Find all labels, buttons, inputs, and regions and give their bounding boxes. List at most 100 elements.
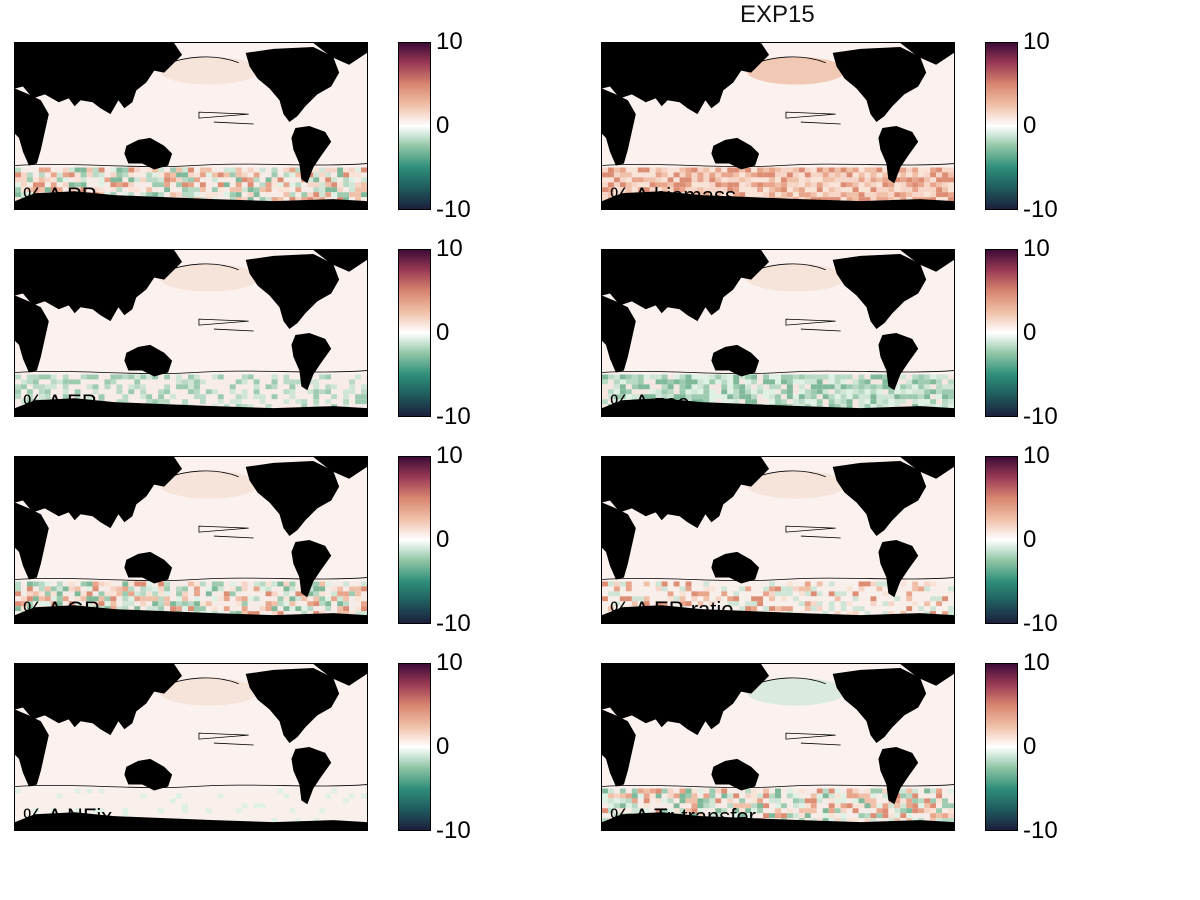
southern-ocean-cell: [38, 586, 45, 592]
panel-label: % Δ GR: [23, 597, 101, 622]
land-mass: [602, 295, 636, 373]
southern-ocean-cell: [804, 788, 811, 794]
southern-ocean-cell: [834, 793, 841, 799]
southern-ocean-cell: [223, 374, 230, 380]
southern-ocean-cell: [199, 788, 206, 794]
southern-ocean-cell: [188, 182, 194, 188]
southern-ocean-cell: [146, 374, 153, 380]
southern-ocean-cell: [313, 591, 320, 597]
southern-ocean-cell: [199, 192, 206, 198]
southern-ocean-cell: [15, 172, 21, 178]
southern-ocean-cell: [68, 788, 75, 794]
southern-ocean-cell: [235, 818, 242, 824]
southern-ocean-cell: [277, 798, 284, 804]
land-mass: [245, 46, 340, 123]
southern-ocean-cell: [661, 591, 668, 597]
southern-ocean-cell: [751, 803, 758, 809]
southern-ocean-cell: [104, 793, 111, 799]
southern-ocean-cell: [188, 192, 194, 198]
contour-line: [785, 318, 841, 332]
southern-ocean-cell: [798, 374, 805, 380]
southern-ocean-cell: [751, 399, 758, 405]
southern-ocean-cell: [44, 586, 51, 592]
southern-ocean-cell: [98, 177, 105, 183]
southern-ocean-cell: [757, 601, 764, 607]
southern-ocean-cell: [74, 182, 81, 188]
southern-ocean-cell: [337, 813, 344, 819]
southern-ocean-cell: [810, 167, 817, 173]
southern-ocean-cell: [733, 788, 740, 794]
southern-ocean-cell: [134, 798, 141, 804]
southern-ocean-cell: [852, 394, 859, 400]
southern-ocean-cell: [152, 808, 159, 814]
southern-ocean-cell: [26, 399, 33, 405]
southern-ocean-cell: [936, 187, 943, 193]
southern-ocean-cell: [50, 793, 57, 799]
land-mass: [711, 551, 760, 584]
southern-ocean-cell: [301, 197, 308, 203]
southern-ocean-cell: [205, 192, 212, 198]
panel-label: % Δ EP-ratio: [610, 597, 734, 622]
southern-ocean-cell: [205, 586, 212, 592]
southern-ocean-cell: [349, 798, 356, 804]
southern-ocean-cell: [170, 384, 177, 390]
southern-ocean-cell: [140, 182, 147, 188]
southern-ocean-cell: [757, 813, 764, 819]
colorbar-tick-label: 10: [436, 28, 463, 55]
southern-ocean-cell: [152, 581, 159, 587]
southern-ocean-cell: [325, 374, 332, 380]
southern-ocean-cell: [164, 606, 171, 612]
southern-ocean-cell: [870, 192, 877, 198]
southern-ocean-cell: [751, 581, 758, 587]
southern-ocean-cell: [852, 813, 859, 819]
southern-ocean-cell: [325, 399, 332, 405]
southern-ocean-cell: [786, 192, 793, 198]
southern-ocean-cell: [343, 187, 350, 193]
southern-ocean-cell: [182, 379, 189, 385]
southern-ocean-cell: [775, 379, 781, 385]
southern-ocean-cell: [152, 394, 159, 400]
southern-ocean-cell: [613, 389, 620, 395]
southern-ocean-cell: [655, 788, 662, 794]
southern-ocean-cell: [822, 601, 829, 607]
southern-ocean-cell: [158, 581, 165, 587]
southern-ocean-cell: [92, 601, 99, 607]
southern-ocean-cell: [50, 187, 57, 193]
southern-ocean-cell: [283, 197, 290, 203]
southern-ocean-cell: [828, 586, 835, 592]
southern-ocean-cell: [349, 596, 356, 602]
southern-ocean-cell: [20, 192, 27, 198]
southern-ocean-cell: [930, 818, 937, 824]
southern-ocean-cell: [858, 374, 865, 380]
southern-ocean-cell: [122, 586, 129, 592]
land-mass: [711, 344, 760, 377]
southern-ocean-cell: [152, 167, 159, 173]
southern-ocean-cell: [152, 172, 159, 178]
southern-ocean-cell: [337, 182, 344, 188]
southern-ocean-cell: [930, 798, 937, 804]
southern-ocean-cell: [331, 379, 338, 385]
southern-ocean-cell: [888, 192, 895, 198]
southern-ocean-cell: [798, 389, 805, 395]
southern-ocean-cell: [661, 177, 668, 183]
southern-ocean-cell: [164, 192, 171, 198]
southern-ocean-cell: [140, 177, 147, 183]
southern-ocean-cell: [253, 803, 260, 809]
land-mass: [832, 667, 927, 744]
southern-ocean-cell: [602, 611, 608, 617]
southern-ocean-cell: [86, 601, 93, 607]
southern-ocean-cell: [110, 399, 117, 405]
southern-ocean-cell: [715, 586, 722, 592]
southern-ocean-cell: [26, 798, 33, 804]
southern-ocean-cell: [948, 172, 954, 178]
southern-ocean-cell: [721, 389, 728, 395]
southern-ocean-cell: [170, 813, 177, 819]
southern-ocean-cell: [62, 182, 69, 188]
southern-ocean-cell: [942, 803, 949, 809]
southern-ocean-cell: [852, 374, 859, 380]
southern-ocean-cell: [709, 596, 716, 602]
southern-ocean-cell: [277, 389, 284, 395]
southern-ocean-cell: [602, 596, 608, 602]
southern-ocean-cell: [241, 404, 248, 410]
southern-ocean-cell: [900, 606, 907, 612]
